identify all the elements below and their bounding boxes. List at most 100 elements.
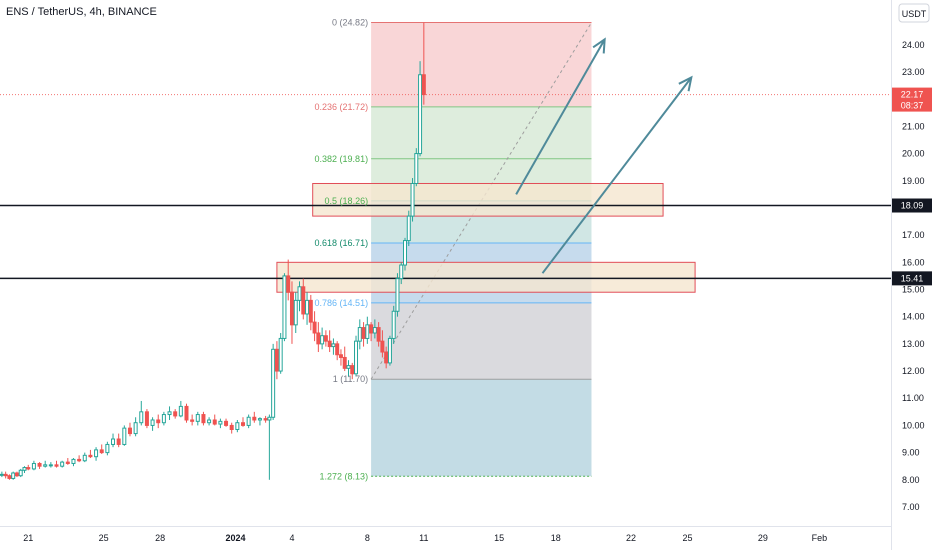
candle-down bbox=[156, 419, 161, 424]
candle-down bbox=[421, 74, 426, 96]
candle-down bbox=[327, 340, 332, 348]
candle-up bbox=[122, 427, 127, 445]
fib-level-label: 0.618 (16.71) bbox=[315, 238, 369, 248]
candle-up bbox=[320, 335, 325, 345]
candle-down bbox=[26, 467, 31, 470]
price-tick-label: 20.00 bbox=[902, 149, 925, 159]
candle-down bbox=[350, 365, 355, 375]
candle-up bbox=[178, 405, 183, 417]
candle-up bbox=[0, 473, 4, 476]
time-tick-label: 4 bbox=[289, 533, 294, 543]
candle-down bbox=[361, 327, 366, 339]
fib-band bbox=[371, 302, 592, 380]
candle-down bbox=[286, 275, 291, 293]
candle-up bbox=[22, 467, 27, 471]
candle-up bbox=[354, 340, 359, 375]
candle-down bbox=[252, 416, 257, 421]
candle-up bbox=[167, 411, 172, 416]
candle-up bbox=[71, 458, 76, 464]
projection-arrows[interactable] bbox=[515, 37, 693, 274]
fib-trend-line bbox=[370, 22, 592, 380]
price-tick-label: 10.00 bbox=[902, 420, 925, 430]
price-tick-label: 14.00 bbox=[902, 312, 925, 322]
price-tick-label: 7.00 bbox=[902, 502, 920, 512]
candle-up bbox=[293, 299, 298, 326]
candle-up bbox=[278, 337, 283, 372]
price-tick-label: 23.00 bbox=[902, 67, 925, 77]
time-tick-label: 25 bbox=[99, 533, 109, 543]
candle-down bbox=[263, 418, 268, 421]
level-price-badge bbox=[892, 271, 932, 286]
support-zones[interactable] bbox=[276, 182, 696, 293]
candle-down bbox=[127, 427, 132, 435]
support-zone bbox=[276, 261, 696, 293]
candle-up bbox=[406, 215, 411, 242]
candle-up bbox=[246, 416, 251, 426]
candle-down bbox=[380, 340, 385, 353]
candle-up bbox=[18, 469, 23, 477]
candle-up bbox=[43, 464, 48, 467]
fib-band bbox=[371, 379, 592, 477]
candle-up bbox=[357, 327, 362, 342]
candle-down bbox=[338, 354, 343, 358]
candle-up bbox=[387, 337, 392, 364]
last-price-badge bbox=[892, 87, 932, 112]
last-price-countdown: 08:37 bbox=[901, 101, 924, 111]
projection-arrow-line bbox=[515, 38, 606, 195]
candle-up bbox=[257, 418, 262, 421]
candle-down bbox=[37, 462, 42, 467]
projection-arrow-line bbox=[541, 76, 693, 274]
candle-up bbox=[267, 416, 272, 421]
price-tick-label: 19.00 bbox=[902, 176, 925, 186]
candle-up bbox=[372, 327, 377, 334]
candle-down bbox=[335, 343, 340, 356]
candle-down bbox=[65, 461, 70, 464]
candle-down bbox=[212, 419, 217, 425]
time-tick-label: 21 bbox=[23, 533, 33, 543]
time-tick-label: Feb bbox=[812, 533, 828, 543]
candle-up bbox=[94, 449, 99, 458]
candle-up bbox=[60, 461, 65, 467]
candle-down bbox=[323, 335, 328, 342]
candle-down bbox=[384, 351, 389, 364]
candle-up bbox=[410, 182, 415, 217]
candle-up bbox=[139, 411, 144, 424]
price-tick-label: 17.00 bbox=[902, 230, 925, 240]
candle-up bbox=[111, 438, 116, 445]
candle-up bbox=[331, 343, 336, 348]
symbol-title: ENS / TetherUS, 4h, BINANCE bbox=[6, 6, 157, 18]
candle-up bbox=[207, 419, 212, 424]
candlestick-series bbox=[0, 22, 426, 480]
fibonacci-labels: 0 (24.82) 0.236 (21.72) 0.382 (19.81) 0.5 (… bbox=[315, 18, 369, 482]
price-tick-label: 21.00 bbox=[902, 121, 925, 131]
horizontal-levels[interactable] bbox=[0, 94, 891, 280]
candle-up bbox=[395, 278, 400, 312]
level-price-badge-text: 18.09 bbox=[901, 201, 924, 211]
candle-up bbox=[31, 462, 36, 470]
fib-level-label: 0.382 (19.81) bbox=[315, 154, 369, 164]
price-tick-label: 13.00 bbox=[902, 339, 925, 349]
currency-button-box bbox=[898, 3, 930, 23]
time-tick-label: 8 bbox=[365, 533, 370, 543]
candle-down bbox=[3, 473, 8, 477]
currency-button[interactable]: USDT bbox=[898, 3, 930, 23]
candle-down bbox=[190, 419, 195, 422]
candle-up bbox=[235, 422, 240, 430]
fib-band bbox=[371, 106, 592, 159]
candle-down bbox=[224, 420, 229, 426]
time-tick-label: 25 bbox=[683, 533, 693, 543]
candle-down bbox=[99, 449, 104, 454]
candle-down bbox=[7, 475, 12, 479]
fib-band bbox=[371, 22, 592, 107]
level-price-badge bbox=[892, 198, 932, 213]
candle-down bbox=[308, 299, 313, 323]
fib-level-label: 0.236 (21.72) bbox=[315, 102, 369, 112]
candle-up bbox=[271, 348, 276, 418]
candle-down bbox=[116, 438, 121, 445]
time-axis[interactable]: 21 25 28 2024 4 8 11 15 18 22 25 29 Feb bbox=[23, 533, 827, 543]
candle-up bbox=[11, 472, 16, 479]
time-tick-label: 22 bbox=[626, 533, 636, 543]
price-tick-label: 12.00 bbox=[902, 366, 925, 376]
